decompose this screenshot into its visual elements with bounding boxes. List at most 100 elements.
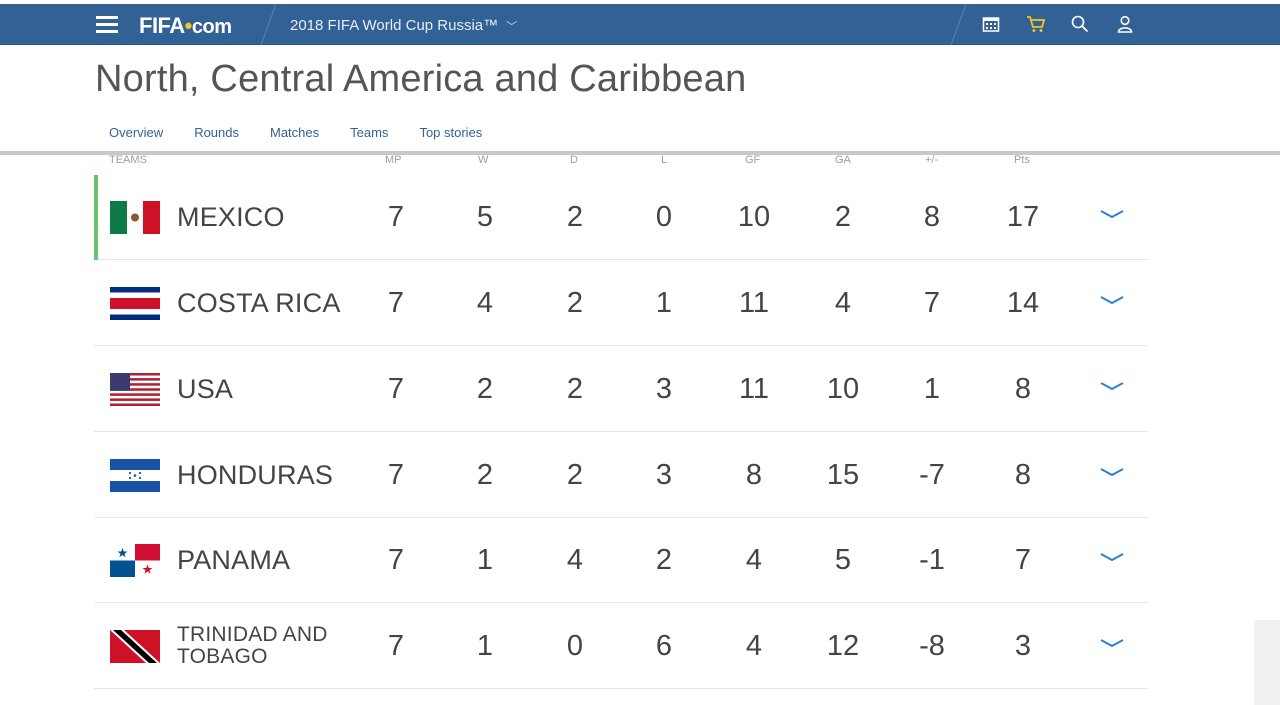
cell-w: 4 [476,287,494,319]
cell-gf: 4 [745,544,763,576]
mexico-flag-icon [110,201,160,234]
trinidad-and-tobago-flag-icon [110,630,160,663]
cell-d: 2 [566,373,584,405]
team-name: COSTA RICA [177,288,341,318]
cell-pts: 8 [1014,459,1032,491]
search-icon[interactable] [1069,13,1091,35]
fifa-logo[interactable]: FIFA•com [139,13,232,38]
section-tabs: Overview Rounds Matches Teams Top storie… [94,120,498,154]
cell-l: 6 [655,630,673,662]
column-header-ga: GA [835,154,851,166]
table-row[interactable]: TRINIDAD AND TOBAGO 7 1 0 6 4 12 -8 3 [94,604,1148,689]
tab-overview[interactable]: Overview [109,125,164,140]
cell-diff: -7 [919,459,945,491]
cell-ga: 10 [826,373,860,405]
cell-pts: 3 [1014,630,1032,662]
cell-l: 3 [655,459,673,491]
cell-l: 2 [655,544,673,576]
column-header-pts: Pts [1014,154,1030,166]
chevron-down-icon[interactable] [1098,463,1126,481]
cell-gf: 11 [738,373,770,405]
column-header-w: W [478,154,489,166]
competition-selector[interactable]: 2018 FIFA World Cup Russia™ ﹀ [290,17,517,34]
team-name: MEXICO [177,202,285,232]
chevron-down-icon[interactable] [1098,634,1126,652]
cell-pts: 17 [1006,201,1040,233]
cell-pts: 14 [1006,287,1040,319]
nav-divider [950,4,967,45]
team-name: HONDURAS [177,460,334,490]
cell-mp: 7 [387,630,405,662]
chevron-down-icon[interactable] [1098,548,1126,566]
cell-l: 1 [655,287,673,319]
chevron-down-icon[interactable] [1098,291,1126,309]
chevron-down-icon[interactable] [1098,377,1126,395]
cell-ga: 15 [826,459,860,491]
column-header-l: L [661,154,668,166]
cell-mp: 7 [387,373,405,405]
cell-d: 2 [566,201,584,233]
cell-w: 1 [476,544,494,576]
cell-diff: -8 [919,630,945,662]
cell-mp: 7 [387,201,405,233]
tab-teams[interactable]: Teams [350,125,389,140]
cell-d: 2 [566,287,584,319]
cell-d: 0 [566,630,584,662]
cell-w: 2 [476,373,494,405]
chevron-down-icon[interactable] [1098,205,1126,223]
table-row[interactable]: HONDURAS 7 2 2 3 8 15 -7 8 [94,433,1148,518]
page-title: North, Central America and Caribbean [95,58,747,100]
tab-matches[interactable]: Matches [270,125,320,140]
competition-label: 2018 FIFA World Cup Russia™ [290,17,499,34]
cart-icon[interactable] [1025,13,1047,35]
cell-d: 2 [566,459,584,491]
scrollbar[interactable] [1254,620,1280,705]
usa-flag-icon [110,373,160,406]
menu-icon[interactable] [96,16,118,33]
column-header-teams: TEAMS [109,154,147,166]
tab-divider [0,151,1280,155]
column-header-gf: GF [745,154,761,166]
cell-diff: 8 [923,201,941,233]
cell-l: 0 [655,201,673,233]
team-name: PANAMA [177,545,291,575]
panama-flag-icon [110,544,160,577]
cell-gf: 4 [745,630,763,662]
tab-rounds[interactable]: Rounds [179,120,255,154]
standings-header: TEAMS MP W D L GF GA +/- Pts [94,154,1148,174]
table-row[interactable]: COSTA RICA 7 4 2 1 11 4 7 14 [94,261,1148,346]
cell-diff: 1 [923,373,941,405]
cell-ga: 12 [826,630,860,662]
nav-divider [260,4,277,45]
team-name: TRINIDAD AND TOBAGO [177,623,328,668]
cell-ga: 2 [834,201,852,233]
cell-ga: 4 [834,287,852,319]
user-icon[interactable] [1114,13,1136,35]
cell-gf: 10 [737,201,771,233]
cell-w: 2 [476,459,494,491]
cell-ga: 5 [834,544,852,576]
costa-rica-flag-icon [110,287,160,320]
top-nav-bar: FIFA•com 2018 FIFA World Cup Russia™ ﹀ [0,4,1280,45]
cell-w: 5 [476,201,494,233]
table-row[interactable]: USA 7 2 2 3 11 10 1 8 [94,347,1148,432]
table-row[interactable]: PANAMA 7 1 4 2 4 5 -1 7 [94,518,1148,603]
tab-top-stories[interactable]: Top stories [419,125,483,140]
team-name: USA [177,374,234,404]
column-header-diff: +/- [925,154,939,166]
calendar-icon[interactable] [980,13,1002,35]
honduras-flag-icon [110,459,160,492]
column-header-d: D [570,154,578,166]
cell-d: 4 [566,544,584,576]
cell-gf: 8 [745,459,763,491]
table-row[interactable]: MEXICO 7 5 2 0 10 2 8 17 [94,175,1148,260]
cell-pts: 7 [1014,544,1032,576]
cell-mp: 7 [387,287,405,319]
cell-pts: 8 [1014,373,1032,405]
cell-mp: 7 [387,459,405,491]
cell-w: 1 [476,630,494,662]
cell-mp: 7 [387,544,405,576]
cell-diff: -1 [919,544,945,576]
chevron-down-icon: ﹀ [506,21,518,33]
column-header-mp: MP [385,154,402,166]
